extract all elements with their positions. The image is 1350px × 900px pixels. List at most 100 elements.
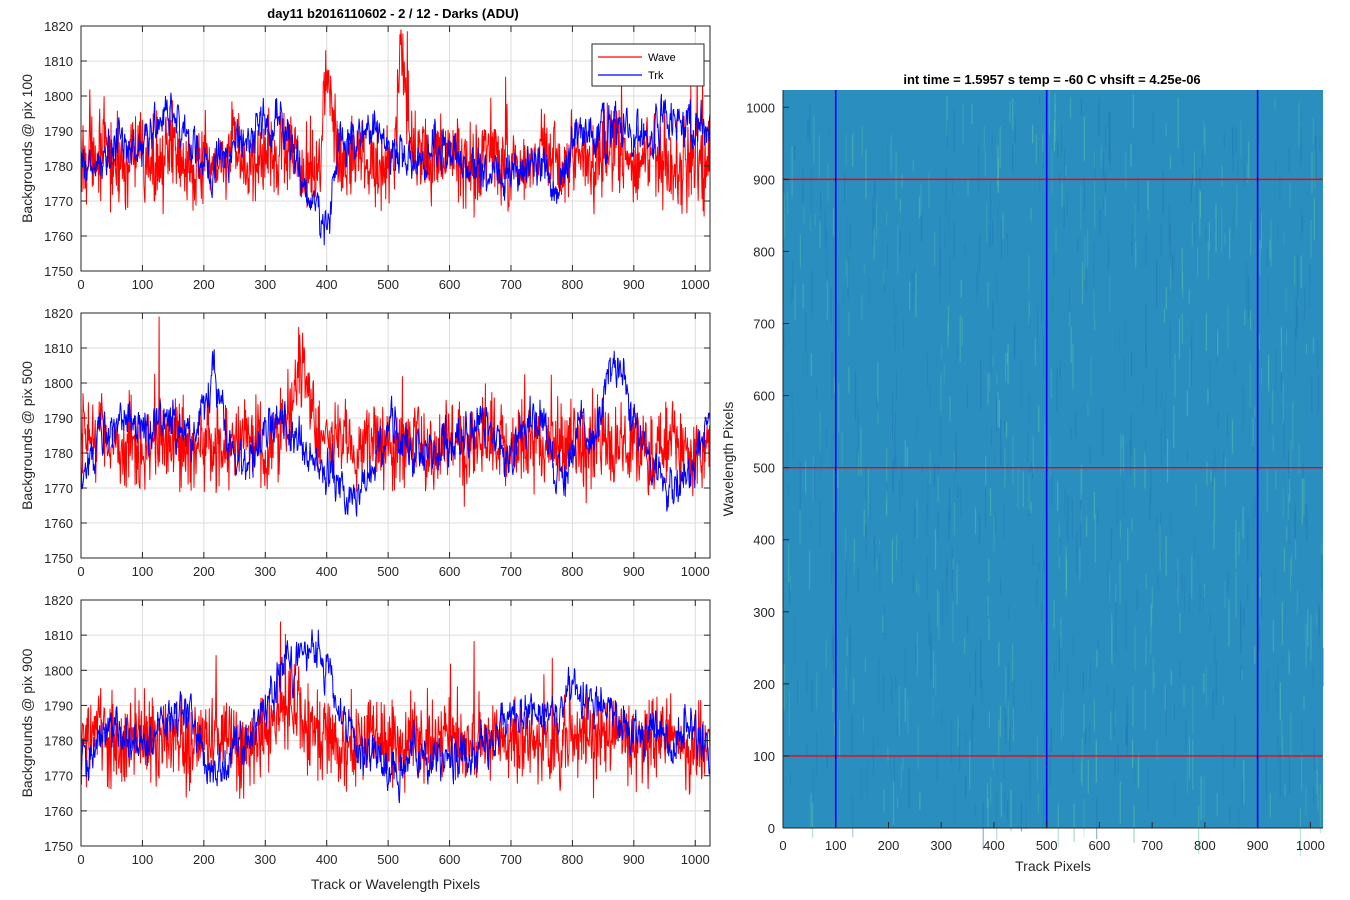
heatmap-streak [1000, 577, 1002, 596]
heatmap-streak [939, 260, 941, 304]
heatmap-streak [1081, 738, 1083, 787]
heatmap-streak [929, 384, 931, 410]
heatmap-streak [1094, 155, 1096, 197]
heatmap-streak [806, 745, 808, 757]
heatmap-streak [1254, 645, 1256, 665]
heatmap-streak [1089, 722, 1091, 745]
heatmap-streak [1303, 286, 1306, 320]
heatmap-streak [1317, 375, 1320, 413]
heatmap-streak [935, 662, 937, 696]
heatmap-streak [807, 118, 809, 139]
heatmap-streak [1102, 153, 1105, 179]
heatmap-streak [883, 271, 885, 284]
heatmap-streak [1242, 386, 1244, 431]
heatmap-streak [1157, 574, 1159, 595]
heatmap-streak [1053, 119, 1055, 152]
heatmap-streak [788, 690, 790, 737]
heatmap-streak [946, 309, 949, 322]
heatmap-streak [892, 459, 894, 493]
heatmap-streak [1133, 805, 1135, 843]
heatmap-streak [984, 150, 986, 177]
axes-box [80, 599, 711, 847]
heatmap-streak [1002, 450, 1004, 476]
heatmap-streak [957, 484, 959, 498]
heatmap-streak [904, 688, 906, 722]
heatmap-streak [819, 412, 821, 453]
heatmap-streak [1222, 745, 1224, 795]
heatmap-streak [1247, 518, 1249, 563]
heatmap-streak [1289, 182, 1291, 208]
x-tick-label: 600 [439, 564, 461, 579]
heatmap-streak [896, 797, 899, 809]
heatmap-streak [1060, 618, 1062, 648]
heatmap-streak [1221, 165, 1223, 186]
heatmap-streak [1235, 519, 1237, 569]
heatmap-streak [1005, 666, 1007, 715]
heatmap-streak [1109, 572, 1111, 602]
heatmap-streak [988, 373, 991, 391]
heatmap-streak [1231, 419, 1234, 454]
heatmap-streak [1241, 669, 1243, 682]
heatmap-streak [1214, 449, 1216, 475]
heatmap-streak [1282, 737, 1284, 759]
y-tick-label: 1820 [44, 306, 73, 321]
heatmap-streak [1215, 203, 1217, 253]
axes-box [80, 312, 711, 559]
heatmap-streak [901, 173, 903, 188]
heatmap-streak [946, 568, 948, 617]
heatmap-streak [884, 272, 886, 292]
heatmap-streak [959, 315, 961, 363]
heatmap-streak [932, 650, 935, 688]
heatmap-streak [998, 642, 1000, 667]
heatmap-streak [938, 593, 940, 641]
heatmap-streak [848, 311, 850, 337]
heatmap-streak [1113, 687, 1115, 736]
x-tick-label: 1000 [681, 852, 710, 867]
heatmap-streak [944, 230, 946, 249]
heatmap-streak [1087, 759, 1089, 794]
x-tick-label: 800 [562, 852, 584, 867]
heatmap-streak [891, 392, 894, 440]
heatmap-streak [1067, 662, 1069, 693]
heatmap-streak [1145, 636, 1147, 666]
heatmap-streak [948, 201, 950, 244]
heatmap-streak [993, 516, 995, 551]
heatmap-streak [979, 234, 981, 276]
heatmap-streak [1050, 728, 1053, 753]
heatmap-streak [992, 757, 994, 770]
heatmap-streak [1272, 435, 1274, 451]
heatmap-x-tick-label: 400 [983, 838, 1005, 853]
heatmap-streak [1061, 124, 1063, 159]
x-tick-label: 900 [623, 277, 645, 292]
line-chart-pix-100: 0 100 200 300 400 500 600 700 800 900 1000 1750 1760… [19, 19, 711, 292]
heatmap-streak [1202, 149, 1204, 170]
heatmap-streak [882, 675, 885, 713]
heatmap-y-tick-label: 200 [753, 677, 775, 692]
heatmap-x-tick-label: 600 [1089, 838, 1111, 853]
heatmap-streak [1072, 634, 1074, 656]
heatmap-streak [1192, 686, 1194, 734]
heatmap-streak [826, 228, 828, 277]
heatmap-streak [1181, 248, 1183, 289]
heatmap-streak [799, 510, 801, 545]
heatmap-streak [1145, 304, 1147, 354]
heatmap-streak [1042, 151, 1044, 169]
heatmap-streak [1318, 605, 1321, 636]
heatmap-streak [1205, 227, 1207, 242]
heatmap-streak [786, 431, 788, 474]
heatmap-streak [887, 145, 889, 178]
heatmap-streak [1315, 609, 1318, 627]
heatmap-streak [1020, 360, 1022, 409]
heatmap-streak [821, 671, 823, 698]
heatmap-streak [1160, 426, 1162, 465]
series-line-trk [81, 629, 710, 804]
heatmap-streak [1011, 717, 1014, 735]
heatmap-streak [904, 439, 906, 468]
heatmap-streak [1096, 797, 1098, 840]
heatmap-streak [1254, 406, 1256, 417]
heatmap-streak [1053, 600, 1055, 629]
heatmap-streak [1034, 338, 1036, 366]
heatmap-streak [1071, 498, 1073, 541]
heatmap-streak [1240, 663, 1242, 681]
heatmap-streak [1161, 392, 1163, 406]
